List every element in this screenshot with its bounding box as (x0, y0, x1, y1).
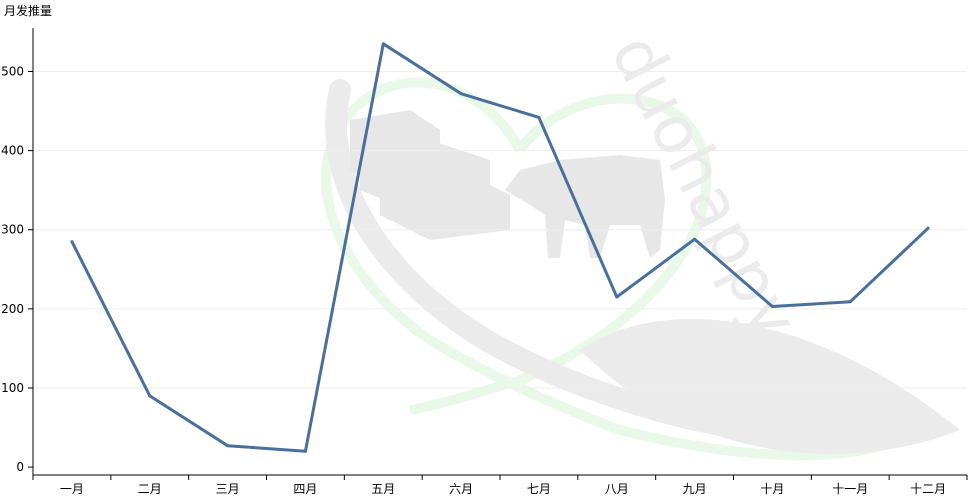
series-layer (70, 42, 930, 453)
data-point (693, 237, 697, 241)
data-point (537, 115, 541, 119)
x-tick-label: 四月 (293, 482, 317, 496)
data-point (70, 240, 74, 244)
data-point (848, 300, 852, 304)
watermark-logo: duohappy (321, 22, 960, 461)
data-point (926, 226, 930, 230)
data-point (148, 394, 152, 398)
data-point (226, 444, 230, 448)
data-point (381, 42, 385, 46)
x-tick-label: 十二月 (910, 482, 946, 496)
x-tick-label: 七月 (527, 482, 551, 496)
x-tick-label: 十月 (760, 482, 784, 496)
x-tick-label: 三月 (216, 482, 240, 496)
y-tick-label: 200 (1, 302, 24, 316)
x-tick-label: 十一月 (832, 482, 868, 496)
x-tick-label: 六月 (449, 482, 473, 496)
data-point (615, 295, 619, 299)
x-tick-label: 二月 (138, 482, 162, 496)
y-axis: 0 100 200 300 400 500 (1, 28, 34, 475)
data-point (303, 449, 307, 453)
y-tick-label: 0 (16, 460, 24, 474)
x-tick-label: 五月 (371, 482, 395, 496)
data-point (459, 92, 463, 96)
y-tick-label: 100 (1, 381, 24, 395)
x-tick-label: 一月 (60, 482, 84, 496)
x-tick-label: 九月 (683, 482, 707, 496)
y-axis-label: 月发推量 (4, 3, 52, 18)
x-axis: 一月 二月 三月 四月 五月 六月 七月 八月 九月 十月 十一月 十二月 (32, 474, 968, 496)
y-tick-label: 300 (1, 223, 24, 237)
y-tick-label: 500 (1, 65, 24, 79)
x-tick-label: 八月 (605, 482, 629, 496)
y-tick-label: 400 (1, 144, 24, 158)
gridlines (33, 71, 967, 389)
data-point (770, 304, 774, 308)
series-line (70, 42, 930, 453)
